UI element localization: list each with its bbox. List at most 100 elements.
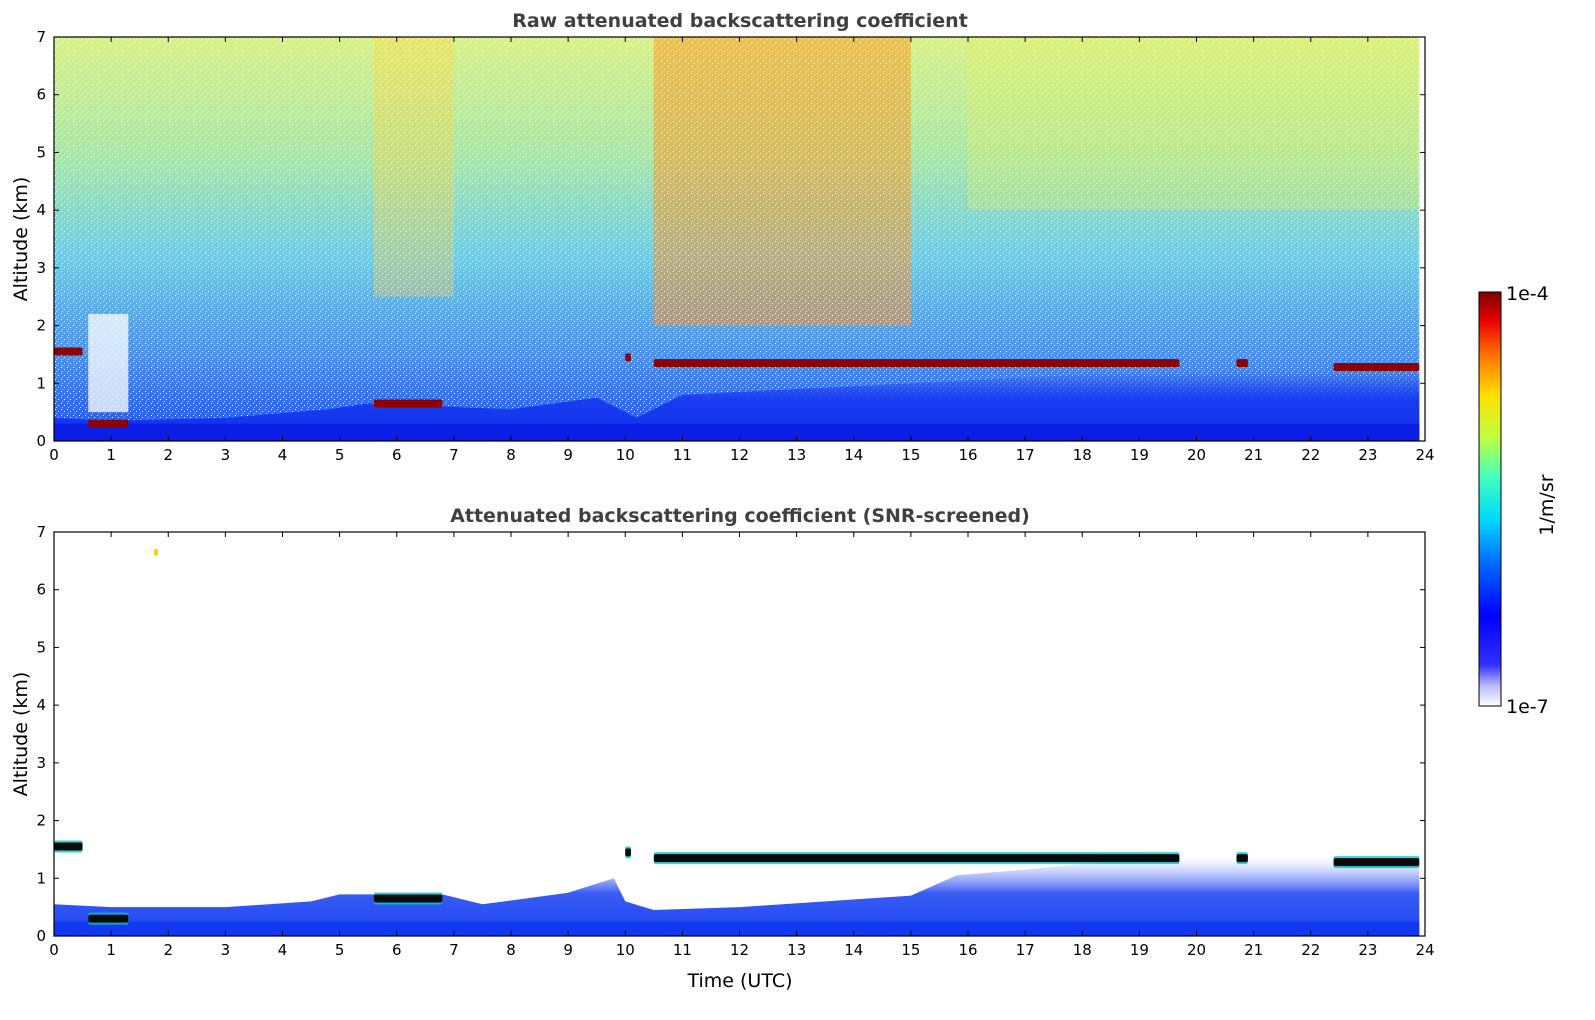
x-tick-label: 15 xyxy=(901,446,920,464)
snr-panel-title: Attenuated backscattering coefficient (S… xyxy=(450,505,1030,527)
raw-clear-gap xyxy=(88,314,129,413)
y-tick-label: 2 xyxy=(36,812,46,830)
x-tick-label: 16 xyxy=(958,446,977,464)
x-tick-label: 1 xyxy=(106,446,116,464)
raw-y-axis: 0 1 2 3 4 5 6 7 xyxy=(36,28,1425,450)
snr-heatmap xyxy=(54,549,1420,936)
snr-boundary-layer xyxy=(54,858,1420,936)
snr-y-axis-label: Altitude (km) xyxy=(10,672,32,797)
raw-panel-title: Raw attenuated backscattering coefficien… xyxy=(512,10,968,32)
raw-cloud-layer xyxy=(1236,359,1248,368)
y-tick-label: 5 xyxy=(36,143,46,161)
x-axis-label: Time (UTC) xyxy=(686,970,792,992)
y-tick-label: 3 xyxy=(36,259,46,277)
x-tick-label: 6 xyxy=(392,446,402,464)
x-tick-label: 15 xyxy=(901,941,920,959)
x-tick-label: 12 xyxy=(730,446,749,464)
x-tick-label: 22 xyxy=(1301,941,1320,959)
x-tick-label: 17 xyxy=(1016,446,1035,464)
snr-isolated-pixel xyxy=(153,549,158,556)
y-tick-label: 7 xyxy=(36,28,46,46)
x-tick-label: 14 xyxy=(844,941,863,959)
snr-cloud-layer xyxy=(653,854,1180,863)
raw-x-axis: 0 1 2 3 4 5 6 7 8 9 10 11 12 13 14 15 16 17 18 19 20 21 22 23 24 xyxy=(49,37,1435,464)
x-tick-label: 3 xyxy=(221,941,231,959)
x-tick-label: 14 xyxy=(844,446,863,464)
x-tick-label: 9 xyxy=(563,941,573,959)
x-tick-label: 8 xyxy=(506,446,516,464)
x-tick-label: 7 xyxy=(449,941,459,959)
y-tick-label: 0 xyxy=(36,927,46,945)
raw-heatmap xyxy=(54,37,1420,441)
x-tick-label: 4 xyxy=(278,446,288,464)
snr-cloud-layer xyxy=(88,914,129,923)
x-tick-label: 18 xyxy=(1073,941,1092,959)
x-tick-label: 22 xyxy=(1301,446,1320,464)
x-tick-label: 2 xyxy=(163,446,173,464)
x-tick-label: 13 xyxy=(787,446,806,464)
x-tick-label: 9 xyxy=(563,446,573,464)
x-tick-label: 6 xyxy=(392,941,402,959)
colorbar-frame xyxy=(1478,291,1502,707)
raw-backscatter-panel: Raw attenuated backscattering coefficien… xyxy=(10,10,1435,464)
x-tick-label: 24 xyxy=(1415,446,1434,464)
x-tick-label: 2 xyxy=(163,941,173,959)
x-tick-label: 3 xyxy=(221,446,231,464)
x-tick-label: 20 xyxy=(1187,941,1206,959)
y-tick-label: 3 xyxy=(36,754,46,772)
y-tick-label: 4 xyxy=(36,696,46,714)
raw-y-axis-label: Altitude (km) xyxy=(10,177,32,302)
x-tick-label: 8 xyxy=(506,941,516,959)
raw-cloud-layer xyxy=(373,399,443,408)
x-tick-label: 10 xyxy=(616,446,635,464)
x-tick-label: 10 xyxy=(616,941,635,959)
snr-x-axis: 0 1 2 3 4 5 6 7 8 9 10 11 12 13 14 15 16 17 18 19 20 21 22 23 24 xyxy=(49,532,1435,959)
snr-y-axis: 0 1 2 3 4 5 6 7 xyxy=(36,523,1425,945)
x-tick-label: 0 xyxy=(49,941,59,959)
y-tick-label: 5 xyxy=(36,638,46,656)
x-tick-label: 7 xyxy=(449,446,459,464)
snr-cloud-layer xyxy=(1333,858,1420,867)
y-tick-label: 1 xyxy=(36,869,46,887)
colorbar-max-label: 1e-4 xyxy=(1506,283,1549,305)
x-tick-label: 20 xyxy=(1187,446,1206,464)
x-tick-label: 18 xyxy=(1073,446,1092,464)
snr-near-surface xyxy=(54,921,1420,936)
raw-cloud-layer xyxy=(653,359,1180,368)
y-tick-label: 6 xyxy=(36,86,46,104)
x-tick-label: 11 xyxy=(673,446,692,464)
raw-boundary-layer xyxy=(54,371,1420,441)
x-tick-label: 19 xyxy=(1130,941,1149,959)
y-tick-label: 7 xyxy=(36,523,46,541)
raw-cloud-layer xyxy=(88,419,129,428)
x-tick-label: 4 xyxy=(278,941,288,959)
x-tick-label: 23 xyxy=(1358,446,1377,464)
colorbar-gradient xyxy=(1479,292,1501,706)
y-tick-label: 2 xyxy=(36,317,46,335)
raw-cloud-layer xyxy=(1333,363,1420,372)
x-tick-label: 19 xyxy=(1130,446,1149,464)
x-tick-label: 11 xyxy=(673,941,692,959)
snr-cloud-layer xyxy=(54,842,83,851)
x-tick-label: 5 xyxy=(335,446,345,464)
x-tick-label: 0 xyxy=(49,446,59,464)
snr-cloud-layer xyxy=(373,894,443,903)
x-tick-label: 23 xyxy=(1358,941,1377,959)
y-tick-label: 4 xyxy=(36,201,46,219)
x-tick-label: 21 xyxy=(1244,941,1263,959)
colorbar: 1e-4 1e-7 1/m/sr xyxy=(1478,283,1558,718)
x-tick-label: 13 xyxy=(787,941,806,959)
y-tick-label: 0 xyxy=(36,432,46,450)
x-tick-label: 5 xyxy=(335,941,345,959)
snr-cloud-layer xyxy=(625,848,631,857)
raw-cloud-layer xyxy=(625,353,631,362)
y-tick-label: 6 xyxy=(36,581,46,599)
x-tick-label: 17 xyxy=(1016,941,1035,959)
x-tick-label: 24 xyxy=(1415,941,1434,959)
colorbar-min-label: 1e-7 xyxy=(1506,696,1549,718)
x-tick-label: 21 xyxy=(1244,446,1263,464)
x-tick-label: 16 xyxy=(958,941,977,959)
snr-screened-panel: Attenuated backscattering coefficient (S… xyxy=(10,505,1435,992)
y-tick-label: 1 xyxy=(36,374,46,392)
